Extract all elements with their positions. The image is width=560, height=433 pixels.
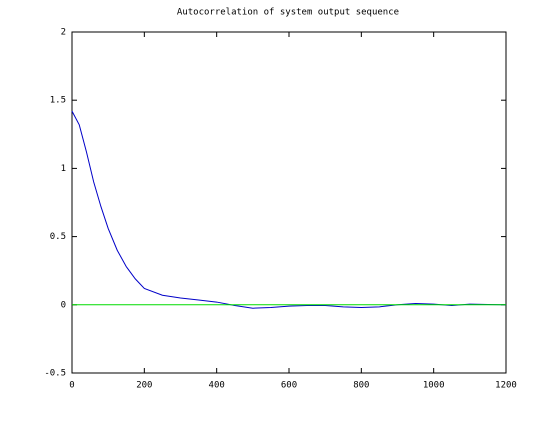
- x-tick-label: 200: [136, 381, 152, 391]
- y-tick-label: 0.5: [50, 232, 66, 242]
- x-tick-label: 600: [281, 381, 297, 391]
- x-tick-label: 1000: [423, 381, 445, 391]
- y-tick-label: 1: [61, 164, 66, 174]
- x-tick-label: 400: [209, 381, 225, 391]
- x-tick-label: 1200: [495, 381, 517, 391]
- y-tick-label: 1.5: [50, 96, 66, 106]
- data-line: [71, 110, 507, 309]
- y-tick-label: -0.5: [44, 369, 66, 379]
- y-tick-label: 2: [61, 28, 66, 38]
- x-tick-label: 800: [353, 381, 369, 391]
- x-tick-label: 0: [69, 381, 74, 391]
- y-tick-label: 0: [61, 300, 66, 310]
- chart-title: Autocorrelation of system output sequenc…: [177, 8, 399, 18]
